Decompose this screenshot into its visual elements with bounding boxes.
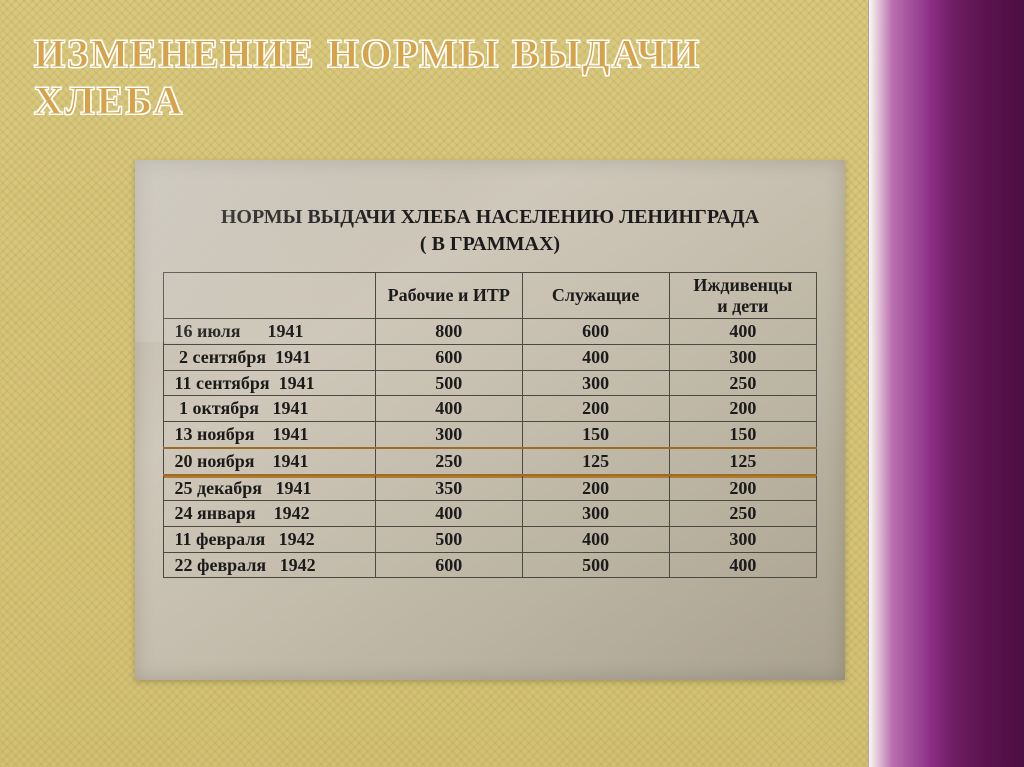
header-dependents-l1: Иждивенцы xyxy=(693,275,792,295)
header-dependents-l2: и дети xyxy=(717,296,768,316)
cell-date: 11 февраля 1942 xyxy=(164,526,376,552)
cell-date: 24 января 1942 xyxy=(164,501,376,527)
cell-dependents: 400 xyxy=(669,319,816,345)
ration-table: Рабочие и ИТР Служащие Иждивенцыи дети 1… xyxy=(163,272,817,578)
side-gradient xyxy=(868,0,1024,767)
cell-date: 20 ноября 1941 xyxy=(164,448,376,475)
cell-dependents: 200 xyxy=(669,396,816,422)
header-empty xyxy=(164,273,376,319)
table-row: 13 ноября 1941300150150 xyxy=(164,422,817,448)
cell-date: 16 июля 1941 xyxy=(164,319,376,345)
cell-employees: 300 xyxy=(522,501,669,527)
cell-workers: 500 xyxy=(375,370,522,396)
table-row: 1 октября 1941400200200 xyxy=(164,396,817,422)
cell-date: 2 сентября 1941 xyxy=(164,345,376,371)
table-row: 20 ноября 1941250125125 xyxy=(164,448,817,475)
cell-date: 25 декабря 1941 xyxy=(164,475,376,501)
table-row: 2 сентября 1941600400300 xyxy=(164,345,817,371)
cell-workers: 600 xyxy=(375,345,522,371)
table-row: 22 февраля 1942600500400 xyxy=(164,552,817,578)
cell-workers: 600 xyxy=(375,552,522,578)
slide-title: ИЗМЕНЕНИЕ НОРМЫ ВЫДАЧИ ХЛЕБА xyxy=(34,30,844,124)
cell-dependents: 200 xyxy=(669,475,816,501)
cell-workers: 800 xyxy=(375,319,522,345)
cell-workers: 300 xyxy=(375,422,522,448)
cell-dependents: 150 xyxy=(669,422,816,448)
cell-employees: 600 xyxy=(522,319,669,345)
header-workers: Рабочие и ИТР xyxy=(375,273,522,319)
cell-employees: 500 xyxy=(522,552,669,578)
cell-dependents: 400 xyxy=(669,552,816,578)
table-row: 16 июля 1941800600400 xyxy=(164,319,817,345)
cell-workers: 400 xyxy=(375,396,522,422)
cell-dependents: 125 xyxy=(669,448,816,475)
table-body: 16 июля 1941800600400 2 сентября 1941600… xyxy=(164,319,817,578)
header-employees: Служащие xyxy=(522,273,669,319)
document-title-line1: НОРМЫ ВЫДАЧИ ХЛЕБА НАСЕЛЕНИЮ ЛЕНИНГРАДА xyxy=(163,206,817,229)
cell-date: 1 октября 1941 xyxy=(164,396,376,422)
cell-dependents: 250 xyxy=(669,501,816,527)
cell-date: 13 ноября 1941 xyxy=(164,422,376,448)
header-dependents: Иждивенцыи дети xyxy=(669,273,816,319)
table-row: 24 января 1942400300250 xyxy=(164,501,817,527)
cell-date: 22 февраля 1942 xyxy=(164,552,376,578)
document-title-line2: ( В ГРАММАХ) xyxy=(163,233,817,256)
cell-workers: 500 xyxy=(375,526,522,552)
table-row: 25 декабря 1941350200200 xyxy=(164,475,817,501)
table-row: 11 февраля 1942500400300 xyxy=(164,526,817,552)
cell-employees: 300 xyxy=(522,370,669,396)
cell-employees: 400 xyxy=(522,345,669,371)
cell-dependents: 300 xyxy=(669,526,816,552)
cell-date: 11 сентября 1941 xyxy=(164,370,376,396)
cell-employees: 200 xyxy=(522,396,669,422)
slide: ИЗМЕНЕНИЕ НОРМЫ ВЫДАЧИ ХЛЕБА НОРМЫ ВЫДАЧ… xyxy=(0,0,1024,767)
cell-workers: 400 xyxy=(375,501,522,527)
table-header-row: Рабочие и ИТР Служащие Иждивенцыи дети xyxy=(164,273,817,319)
cell-employees: 150 xyxy=(522,422,669,448)
cell-workers: 250 xyxy=(375,448,522,475)
table-row: 11 сентября 1941500300250 xyxy=(164,370,817,396)
cell-dependents: 250 xyxy=(669,370,816,396)
cell-workers: 350 xyxy=(375,475,522,501)
photo-document: НОРМЫ ВЫДАЧИ ХЛЕБА НАСЕЛЕНИЮ ЛЕНИНГРАДА … xyxy=(135,160,845,680)
cell-employees: 400 xyxy=(522,526,669,552)
cell-employees: 125 xyxy=(522,448,669,475)
cell-dependents: 300 xyxy=(669,345,816,371)
cell-employees: 200 xyxy=(522,475,669,501)
